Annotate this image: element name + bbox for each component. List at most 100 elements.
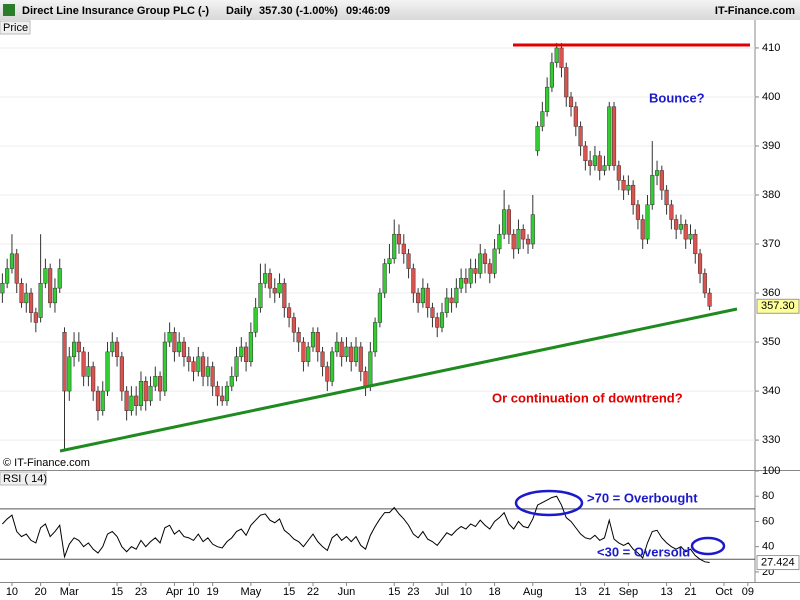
x-tick-label: Oct bbox=[715, 586, 732, 598]
candle-body bbox=[454, 287, 459, 304]
candle-body bbox=[602, 165, 607, 171]
candle-body bbox=[592, 155, 597, 166]
candle-body bbox=[287, 307, 292, 318]
candle-body bbox=[296, 332, 301, 343]
candle-body bbox=[9, 253, 15, 269]
candle-body bbox=[654, 170, 660, 176]
candle-body bbox=[267, 273, 273, 289]
candle-body bbox=[377, 292, 382, 323]
candle-body bbox=[138, 381, 144, 407]
candle-body bbox=[277, 282, 282, 294]
x-tick-label: 18 bbox=[488, 586, 500, 598]
candle-body bbox=[224, 385, 230, 402]
candle-body bbox=[100, 390, 105, 411]
x-tick-label: Jul bbox=[435, 586, 449, 598]
candle-body bbox=[191, 361, 196, 372]
candle-body bbox=[411, 268, 416, 294]
candle-body bbox=[516, 229, 521, 250]
candle-body bbox=[401, 243, 406, 255]
candle-body bbox=[506, 209, 511, 235]
candle-body bbox=[263, 273, 268, 284]
candle-body bbox=[330, 351, 335, 382]
candle-body bbox=[28, 292, 34, 313]
candle-body bbox=[14, 253, 19, 284]
x-tick-label: 15 bbox=[388, 586, 400, 598]
y-tick-label: 400 bbox=[762, 91, 780, 103]
candle-body bbox=[52, 287, 58, 304]
y-tick-label: 360 bbox=[762, 287, 780, 299]
candle-body bbox=[583, 145, 588, 161]
x-tick-label: 10 bbox=[460, 586, 472, 598]
x-tick-label: Aug bbox=[523, 586, 543, 598]
candle-body bbox=[67, 356, 72, 392]
candle-body bbox=[48, 268, 53, 304]
candle-body bbox=[95, 390, 101, 411]
candle-body bbox=[148, 385, 153, 402]
candle-body bbox=[631, 184, 636, 206]
candle-body bbox=[172, 332, 177, 353]
candle-body bbox=[688, 233, 693, 240]
candle-body bbox=[105, 351, 110, 392]
candle-body bbox=[282, 282, 287, 308]
last-price-box bbox=[756, 298, 800, 314]
candle-body bbox=[205, 366, 210, 377]
x-tick-label: 23 bbox=[407, 586, 419, 598]
candle-body bbox=[186, 356, 191, 362]
candle-body bbox=[124, 390, 129, 411]
highlight-ellipse bbox=[690, 536, 726, 556]
candle-body bbox=[115, 341, 120, 358]
candle-body bbox=[392, 233, 397, 259]
quote: 357.30 (-1.00%) bbox=[259, 5, 338, 17]
candle-body bbox=[24, 292, 29, 304]
candle-body bbox=[325, 366, 330, 382]
candle-body bbox=[72, 341, 77, 358]
candle-body bbox=[272, 287, 277, 294]
candle-body bbox=[607, 106, 612, 166]
candle-body bbox=[525, 238, 531, 245]
candle-body bbox=[344, 346, 349, 358]
candle-body bbox=[473, 268, 478, 274]
candle-body bbox=[320, 351, 325, 367]
candle-body bbox=[669, 204, 674, 220]
annotation: >70 = Overbought bbox=[587, 490, 698, 505]
candle-body bbox=[396, 233, 402, 245]
candle-body bbox=[162, 341, 167, 392]
candle-body bbox=[444, 297, 449, 313]
annotation: Bounce? bbox=[649, 90, 705, 105]
candle-body bbox=[57, 268, 62, 289]
candle-body bbox=[368, 351, 373, 387]
panel-label-box bbox=[0, 20, 31, 35]
x-tick-label: 13 bbox=[660, 586, 672, 598]
candle-body bbox=[210, 366, 215, 387]
logo-icon bbox=[3, 4, 15, 16]
panel-label-box bbox=[0, 471, 47, 486]
candle-body bbox=[554, 47, 559, 63]
candle-body bbox=[220, 395, 225, 402]
candle-body bbox=[181, 341, 187, 358]
candle-body bbox=[406, 253, 411, 269]
candle-body bbox=[33, 312, 38, 323]
y-tick-label: 80 bbox=[762, 490, 774, 502]
x-tick-label: 21 bbox=[598, 586, 610, 598]
candle-body bbox=[492, 248, 497, 274]
candle-body bbox=[626, 184, 631, 191]
y-tick-label: 380 bbox=[762, 189, 780, 201]
candle-body bbox=[110, 341, 115, 353]
candle-body bbox=[650, 175, 655, 206]
candle-body bbox=[258, 282, 263, 308]
y-tick-label: 60 bbox=[762, 515, 774, 527]
header-bar bbox=[0, 0, 800, 20]
candle-body bbox=[482, 253, 488, 264]
candle-body bbox=[430, 307, 435, 318]
x-tick-label: 13 bbox=[574, 586, 586, 598]
y-tick-label: 100 bbox=[762, 465, 780, 477]
x-tick-label: May bbox=[240, 586, 261, 598]
candle-body bbox=[134, 395, 139, 407]
candle-body bbox=[143, 381, 148, 402]
candle-body bbox=[645, 204, 650, 240]
candle-body bbox=[19, 282, 24, 304]
candle-body bbox=[253, 307, 258, 333]
panel-label: RSI ( 14) bbox=[3, 473, 47, 485]
candle-body bbox=[38, 282, 43, 318]
